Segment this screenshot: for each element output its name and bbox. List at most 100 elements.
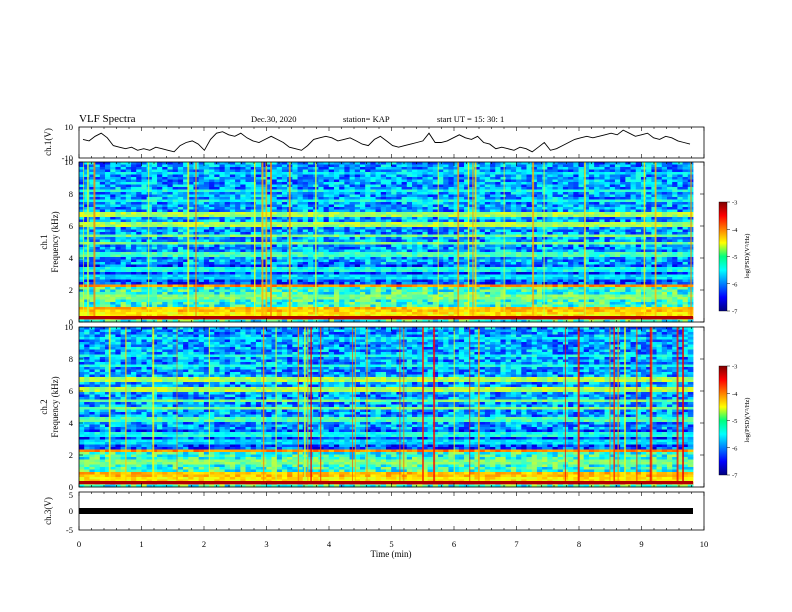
spectrogram-cell [349, 262, 356, 265]
spectrogram-cell [229, 204, 236, 208]
spectrogram-cell [292, 254, 298, 258]
spectrogram-cell [349, 199, 356, 203]
spectrogram-cell [183, 207, 189, 210]
spectrogram-cell [224, 182, 231, 185]
spectrogram-cell [635, 219, 642, 223]
spectrogram-cell [536, 227, 543, 230]
spectrogram-cell [552, 194, 559, 198]
spectrogram-cell [526, 252, 533, 255]
spectrogram-cell [583, 164, 590, 168]
spectrogram-cell [547, 192, 553, 195]
spectrogram-cell [656, 187, 663, 190]
spectrogram-cell [666, 222, 673, 225]
spectrogram-cell [474, 237, 481, 240]
spectrogram-cell [297, 197, 304, 200]
spectrogram-cell [281, 227, 288, 230]
spectrogram-cell [614, 164, 621, 168]
spectrogram-cell [646, 204, 652, 208]
spectrogram-cell [500, 234, 507, 238]
spectrogram-cell [151, 237, 158, 240]
spectrogram-cell [292, 164, 298, 168]
spectrogram-cell [422, 259, 429, 263]
spectrogram-cell [375, 169, 382, 173]
spectrogram-cell [146, 264, 153, 268]
spectrogram-cell [245, 174, 252, 178]
spectrogram-cell [614, 234, 621, 238]
spectrogram-cell [209, 222, 215, 225]
spectrogram-cell [588, 177, 595, 180]
spectrogram-cell [672, 162, 678, 165]
spectrogram-cell [614, 259, 621, 263]
spectrogram-cell [370, 247, 376, 250]
spectrogram-cell [505, 204, 512, 208]
spectrogram-cell [354, 212, 361, 215]
spectrogram-cell [292, 244, 298, 248]
spectrogram-cell [188, 204, 194, 208]
spectrogram-cell [453, 187, 460, 190]
spectrogram-cell [490, 177, 496, 180]
spectrogram-cell [380, 169, 387, 173]
spectrogram-cell [672, 237, 678, 240]
spectrogram-cell [292, 207, 298, 210]
spectrogram-cell [370, 252, 376, 255]
spectrogram-cell [562, 174, 569, 178]
spectrogram-cell [661, 209, 668, 213]
spectrogram-cell [682, 254, 689, 258]
spectrogram-cell [297, 194, 304, 198]
spectrogram-cell [219, 244, 226, 248]
spectrogram-cell [438, 192, 444, 195]
spectrogram-cell [458, 254, 465, 258]
spectrogram-cell [594, 234, 600, 238]
spectrogram-cell [318, 232, 324, 235]
spectrogram-cell [432, 224, 439, 228]
spectrogram-cell [495, 192, 501, 195]
spectrogram-cell [458, 232, 465, 235]
spectrogram-cell [672, 239, 678, 243]
spectrogram-cell [297, 239, 304, 243]
spectrogram-cell [401, 247, 408, 250]
spectrogram-cell [458, 192, 465, 195]
spectrogram-cell [375, 217, 382, 220]
spectrogram-cell [209, 217, 215, 220]
spectrogram-cell [417, 242, 423, 245]
spectrogram-cell [656, 197, 663, 200]
spectrogram-cell [349, 244, 356, 248]
spectrogram-cell [516, 182, 522, 185]
spectrogram-cell [682, 164, 689, 168]
spectrogram-cell [536, 162, 543, 165]
spectrogram-cell [141, 252, 148, 255]
spectrogram-cell [276, 234, 283, 238]
spectrogram-cell [521, 249, 527, 253]
spectrogram-cell [359, 244, 366, 248]
spectrogram-cell [521, 199, 527, 203]
spectrogram-cell [141, 162, 148, 165]
spectrogram-cell [651, 259, 657, 263]
spectrogram-cell [557, 244, 564, 248]
spectrogram-cell [79, 192, 85, 195]
spectrogram-cell [307, 204, 314, 208]
spectrogram-cell [250, 224, 257, 228]
spectrogram-cell [510, 262, 517, 265]
spectrogram-cell [562, 249, 569, 253]
spectrogram-cell [266, 194, 272, 198]
spectrogram-cell [521, 197, 527, 200]
spectrogram-cell [646, 169, 652, 173]
spectrogram-cell [354, 192, 361, 195]
spectrogram-cell [609, 179, 616, 183]
spectrogram-cell [578, 199, 585, 203]
spectrogram-cell [588, 227, 595, 230]
spectrogram-cell [448, 189, 455, 193]
spectrogram-cell [94, 207, 101, 210]
spectrogram-cell [323, 199, 330, 203]
spectrogram-cell [536, 234, 543, 238]
spectrogram-cell [162, 177, 168, 180]
spectrogram-cell [79, 182, 85, 185]
spectrogram-cell [531, 209, 538, 213]
spectrogram-cell [209, 189, 215, 193]
spectrogram-cell [391, 189, 397, 193]
spectrogram-cell [146, 227, 153, 230]
spectrogram-cell [349, 202, 356, 205]
spectrogram-cell [661, 237, 668, 240]
spectrogram-cell [599, 259, 605, 263]
spectrogram-cell [484, 192, 491, 195]
